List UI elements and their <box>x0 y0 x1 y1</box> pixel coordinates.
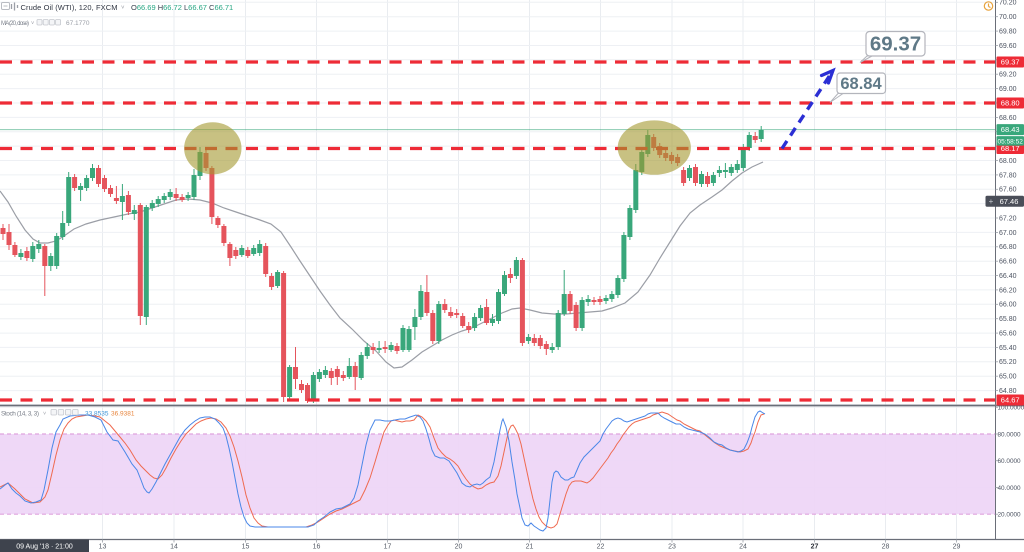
svg-text:65.60: 65.60 <box>999 331 1017 338</box>
svg-text:21: 21 <box>526 544 534 551</box>
svg-text:40.0000: 40.0000 <box>998 485 1022 492</box>
svg-text:100.0000: 100.0000 <box>998 405 1024 412</box>
svg-text:28: 28 <box>882 544 890 551</box>
svg-text:20.0000: 20.0000 <box>998 512 1022 519</box>
svg-text:68.17: 68.17 <box>1001 144 1020 153</box>
svg-text:Stoch (14, 3, 3): Stoch (14, 3, 3) <box>1 411 39 418</box>
svg-text:O66.69 H66.72 L66.67 C66.71: O66.69 H66.72 L66.67 C66.71 <box>131 3 233 12</box>
svg-text:67.60: 67.60 <box>999 187 1017 194</box>
svg-text:69.00: 69.00 <box>999 86 1017 93</box>
svg-text:68.84: 68.84 <box>840 75 882 93</box>
svg-text:09 Aug '18 · 21:00: 09 Aug '18 · 21:00 <box>16 543 73 550</box>
svg-text:33.8535: 33.8535 <box>85 411 109 418</box>
svg-text:66.60: 66.60 <box>999 259 1017 266</box>
svg-text:69.37: 69.37 <box>870 33 921 56</box>
svg-text:MA (20, close): MA (20, close) <box>1 21 29 27</box>
svg-text:68.80: 68.80 <box>1001 99 1020 108</box>
svg-text:36.9381: 36.9381 <box>111 411 135 418</box>
svg-text:Crude Oil (WTI), 120, FXCM: Crude Oil (WTI), 120, FXCM <box>21 3 118 12</box>
svg-text:60.0000: 60.0000 <box>998 458 1022 465</box>
svg-text:68.43: 68.43 <box>1001 125 1020 134</box>
svg-text:23: 23 <box>668 544 676 551</box>
svg-text:24: 24 <box>739 544 747 551</box>
svg-text:65.40: 65.40 <box>999 345 1017 352</box>
svg-text:22: 22 <box>597 544 605 551</box>
svg-text:65.00: 65.00 <box>999 374 1017 381</box>
svg-text:65.20: 65.20 <box>999 359 1017 366</box>
svg-text:69.20: 69.20 <box>999 72 1017 79</box>
svg-text:64.80: 64.80 <box>999 388 1017 395</box>
svg-text:˅: ˅ <box>31 21 34 27</box>
svg-text:64.67: 64.67 <box>1001 396 1020 405</box>
svg-text:15: 15 <box>242 544 250 551</box>
svg-text:67.1770: 67.1770 <box>66 20 90 27</box>
svg-text:20: 20 <box>455 544 463 551</box>
svg-text:17: 17 <box>384 544 392 551</box>
svg-text:67.00: 67.00 <box>999 230 1017 237</box>
svg-text:27: 27 <box>811 544 819 551</box>
svg-text:66.80: 66.80 <box>999 244 1017 251</box>
svg-text:66.40: 66.40 <box>999 273 1017 280</box>
svg-text:70.20: 70.20 <box>999 0 1017 7</box>
svg-text:67.20: 67.20 <box>999 215 1017 222</box>
svg-text:66.20: 66.20 <box>999 287 1017 294</box>
svg-text:˅: ˅ <box>43 411 46 417</box>
svg-text:80.0000: 80.0000 <box>998 431 1022 438</box>
svg-text:14: 14 <box>170 544 178 551</box>
svg-text:16: 16 <box>313 544 321 551</box>
svg-text:65.80: 65.80 <box>999 316 1017 323</box>
svg-text:29: 29 <box>953 544 961 551</box>
svg-text:69.60: 69.60 <box>999 43 1017 50</box>
svg-text:67.80: 67.80 <box>999 172 1017 179</box>
svg-text:66.00: 66.00 <box>999 302 1017 309</box>
svg-text:69.37: 69.37 <box>1001 58 1020 67</box>
svg-text:13: 13 <box>99 544 107 551</box>
svg-text:˅: ˅ <box>121 6 125 12</box>
svg-text:70.00: 70.00 <box>999 14 1017 21</box>
svg-text:68.60: 68.60 <box>999 115 1017 122</box>
svg-text:+: + <box>989 197 994 206</box>
svg-text:68.00: 68.00 <box>999 158 1017 165</box>
svg-text:69.80: 69.80 <box>999 29 1017 36</box>
svg-text:67.46: 67.46 <box>1000 197 1019 206</box>
svg-text:05:58:52: 05:58:52 <box>998 138 1024 145</box>
